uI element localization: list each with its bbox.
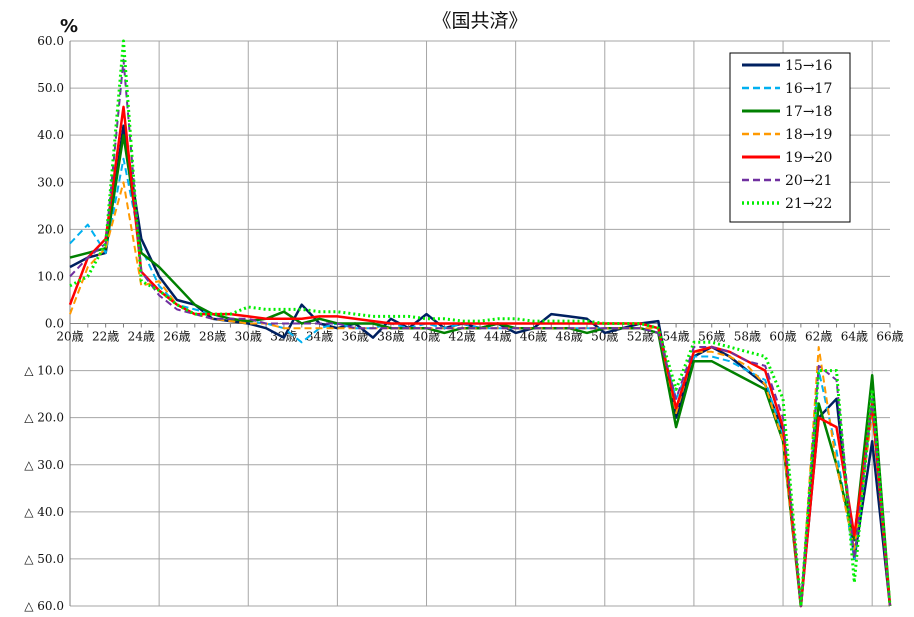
series-line — [69, 157, 891, 607]
y-tick-label: 20.0 — [37, 222, 64, 236]
series-line — [69, 39, 892, 608]
x-tick-label: 56歳 — [698, 330, 725, 344]
x-tick-label: 48歳 — [555, 330, 582, 344]
x-tick-label: 66歳 — [876, 330, 903, 344]
y-axis-unit-label: % — [60, 16, 78, 37]
legend-label: 20→21 — [785, 173, 832, 189]
x-tick-label: 64歳 — [841, 330, 868, 344]
y-tick-label: 10.0 — [37, 269, 64, 283]
legend-label: 19→20 — [785, 150, 832, 166]
legend: 15→16 16→17 17→18 18→19 19→20 20→21 21→22 — [729, 52, 851, 223]
x-tick-label: 22歳 — [92, 330, 119, 344]
legend-label: 16→17 — [785, 81, 832, 97]
x-tick-label: 20歳 — [56, 330, 83, 344]
x-tick-label: 60歳 — [769, 330, 796, 344]
y-tick-label: 0.0 — [45, 317, 64, 331]
x-tick-label: 28歳 — [199, 330, 226, 344]
y-tick-label: △ 30.0 — [24, 458, 64, 472]
legend-label: 15→16 — [785, 58, 832, 74]
y-tick-label: △ 60.0 — [24, 599, 64, 613]
y-tick-label: 30.0 — [37, 175, 64, 189]
chart-title: 《国共済》 — [432, 10, 528, 32]
y-tick-label: △ 20.0 — [24, 411, 64, 425]
y-tick-label: 60.0 — [37, 34, 64, 48]
x-tick-label: 30歳 — [235, 330, 262, 344]
x-tick-label: 58歳 — [734, 330, 761, 344]
x-tick-label: 26歳 — [163, 330, 190, 344]
x-tick-label: 38歳 — [377, 330, 404, 344]
series-lines — [68, 39, 892, 608]
y-tick-label: △ 40.0 — [24, 505, 64, 519]
x-tick-label: 62歳 — [805, 330, 832, 344]
x-tick-label: 40歳 — [413, 330, 440, 344]
legend-label: 21→22 — [785, 196, 832, 212]
x-tick-label: 34歳 — [306, 330, 333, 344]
x-tick-label: 50歳 — [591, 330, 618, 344]
y-tick-label: △ 10.0 — [24, 364, 64, 378]
legend-box — [729, 52, 851, 223]
series-line — [69, 58, 891, 607]
y-axis-ticks: 60.0 50.0 40.0 30.0 20.0 10.0 0.0 △ 10.0 △ 20.0 △… — [24, 34, 64, 613]
legend-label: 17→18 — [785, 104, 832, 120]
x-tick-label: 44歳 — [484, 330, 511, 344]
x-tick-label: 54歳 — [662, 330, 689, 344]
x-tick-label: 52歳 — [627, 330, 654, 344]
y-tick-label: 40.0 — [37, 128, 64, 142]
x-tick-label: 42歳 — [449, 330, 476, 344]
x-tick-label: 46歳 — [520, 330, 547, 344]
x-tick-label: 36歳 — [342, 330, 369, 344]
y-tick-label: △ 50.0 — [24, 552, 64, 566]
y-tick-label: 50.0 — [37, 81, 64, 95]
x-tick-label: 24歳 — [128, 330, 155, 344]
x-axis-ticks: 20歳 22歳 24歳 26歳 28歳 30歳 32歳 34歳 36歳 38歳 40歳 42歳 44歳 4… — [56, 330, 903, 344]
legend-label: 18→19 — [785, 127, 832, 143]
